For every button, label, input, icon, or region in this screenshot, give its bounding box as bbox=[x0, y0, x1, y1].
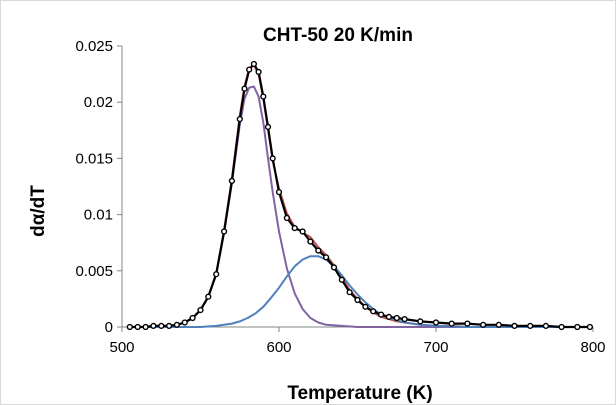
data-point bbox=[246, 66, 253, 73]
data-point bbox=[586, 323, 594, 331]
y-tick-label: 0.025 bbox=[75, 38, 113, 55]
data-point bbox=[134, 323, 141, 331]
chart-title: CHT-50 20 K/min bbox=[263, 25, 413, 46]
data-point bbox=[362, 303, 369, 310]
data-point bbox=[417, 318, 424, 325]
x-axis-title: Temperature (K) bbox=[287, 383, 432, 404]
data-point bbox=[264, 123, 272, 131]
data-point bbox=[480, 321, 487, 328]
data-point bbox=[291, 225, 298, 232]
data-point bbox=[542, 322, 550, 330]
data-point bbox=[250, 60, 258, 68]
data-point bbox=[150, 322, 157, 330]
data-point bbox=[142, 323, 149, 331]
y-tick-label: 0.01 bbox=[84, 207, 113, 224]
data-point bbox=[574, 323, 581, 331]
data-point bbox=[354, 296, 361, 304]
y-tick-label: 0.005 bbox=[75, 263, 113, 280]
data-point bbox=[448, 320, 455, 327]
data-point bbox=[189, 314, 196, 322]
data-point bbox=[495, 321, 502, 328]
data-point bbox=[173, 321, 181, 328]
data-point bbox=[260, 93, 267, 100]
data-point bbox=[401, 316, 408, 323]
data-point bbox=[307, 238, 314, 245]
series-line bbox=[129, 255, 590, 328]
x-tick-label: 700 bbox=[423, 339, 448, 356]
data-point bbox=[213, 271, 220, 278]
y-axis-title: dα/dT bbox=[28, 185, 49, 237]
data-point bbox=[275, 189, 283, 196]
data-point bbox=[158, 322, 165, 330]
data-point bbox=[527, 322, 534, 330]
data-point bbox=[283, 214, 291, 222]
data-point bbox=[385, 313, 393, 321]
y-tick-label: 0.015 bbox=[75, 150, 113, 167]
data-point bbox=[299, 228, 306, 235]
data-point bbox=[330, 264, 338, 271]
data-point bbox=[338, 276, 345, 283]
x-tick-label: 500 bbox=[109, 339, 134, 356]
data-point bbox=[370, 308, 377, 315]
data-point bbox=[511, 322, 518, 330]
plot-area: 0 0.005 0.01 0.015 0.02 0.025 500 600 700 800 bbox=[75, 38, 605, 356]
x-tick-label: 600 bbox=[266, 339, 291, 356]
data-point bbox=[126, 323, 133, 331]
data-point bbox=[181, 319, 188, 326]
y-tick-label: 0 bbox=[105, 319, 113, 336]
data-point bbox=[315, 247, 322, 254]
data-point bbox=[197, 307, 204, 314]
x-tick-label: 800 bbox=[580, 339, 605, 356]
data-point bbox=[269, 155, 276, 162]
data-point bbox=[228, 177, 236, 185]
data-point bbox=[378, 311, 385, 318]
data-point bbox=[241, 85, 248, 92]
data-point bbox=[432, 319, 440, 326]
data-point bbox=[558, 323, 565, 331]
data-point bbox=[205, 293, 212, 300]
data-point bbox=[221, 228, 228, 235]
data-point bbox=[464, 320, 471, 327]
y-tick-label: 0.02 bbox=[84, 94, 113, 111]
data-point bbox=[255, 68, 262, 76]
data-point bbox=[236, 115, 243, 123]
data-point bbox=[346, 289, 353, 296]
data-point bbox=[323, 254, 330, 261]
data-point bbox=[166, 322, 173, 330]
data-point bbox=[393, 314, 400, 322]
